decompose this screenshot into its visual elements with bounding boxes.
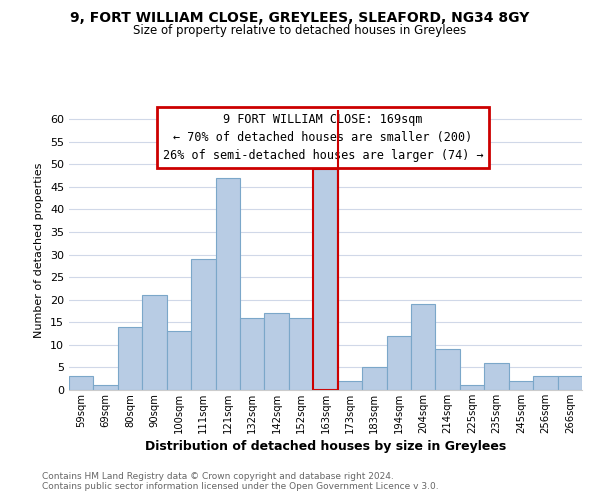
Bar (215, 178, 240, 390)
Bar (118, 327, 142, 390)
Text: 9 FORT WILLIAM CLOSE: 169sqm
← 70% of detached houses are smaller (200)
26% of s: 9 FORT WILLIAM CLOSE: 169sqm ← 70% of de… (163, 113, 483, 162)
Bar (289, 318, 313, 390)
Bar (69, 376, 94, 390)
Bar (460, 386, 484, 390)
Bar (142, 295, 167, 390)
X-axis label: Distribution of detached houses by size in Greylees: Distribution of detached houses by size … (145, 440, 506, 453)
Text: 9, FORT WILLIAM CLOSE, GREYLEES, SLEAFORD, NG34 8GY: 9, FORT WILLIAM CLOSE, GREYLEES, SLEAFOR… (70, 11, 530, 25)
Bar (386, 336, 411, 390)
Text: Size of property relative to detached houses in Greylees: Size of property relative to detached ho… (133, 24, 467, 37)
Y-axis label: Number of detached properties: Number of detached properties (34, 162, 44, 338)
Bar (313, 168, 338, 390)
Bar (265, 313, 289, 390)
Bar (533, 376, 557, 390)
Bar (94, 386, 118, 390)
Bar (191, 259, 215, 390)
Bar (167, 332, 191, 390)
Text: Contains public sector information licensed under the Open Government Licence v : Contains public sector information licen… (42, 482, 439, 491)
Bar (411, 304, 436, 390)
Bar (240, 318, 265, 390)
Bar (557, 376, 582, 390)
Bar (509, 381, 533, 390)
Bar (338, 381, 362, 390)
Bar (484, 363, 509, 390)
Bar (436, 350, 460, 390)
Bar (362, 368, 386, 390)
Text: Contains HM Land Registry data © Crown copyright and database right 2024.: Contains HM Land Registry data © Crown c… (42, 472, 394, 481)
